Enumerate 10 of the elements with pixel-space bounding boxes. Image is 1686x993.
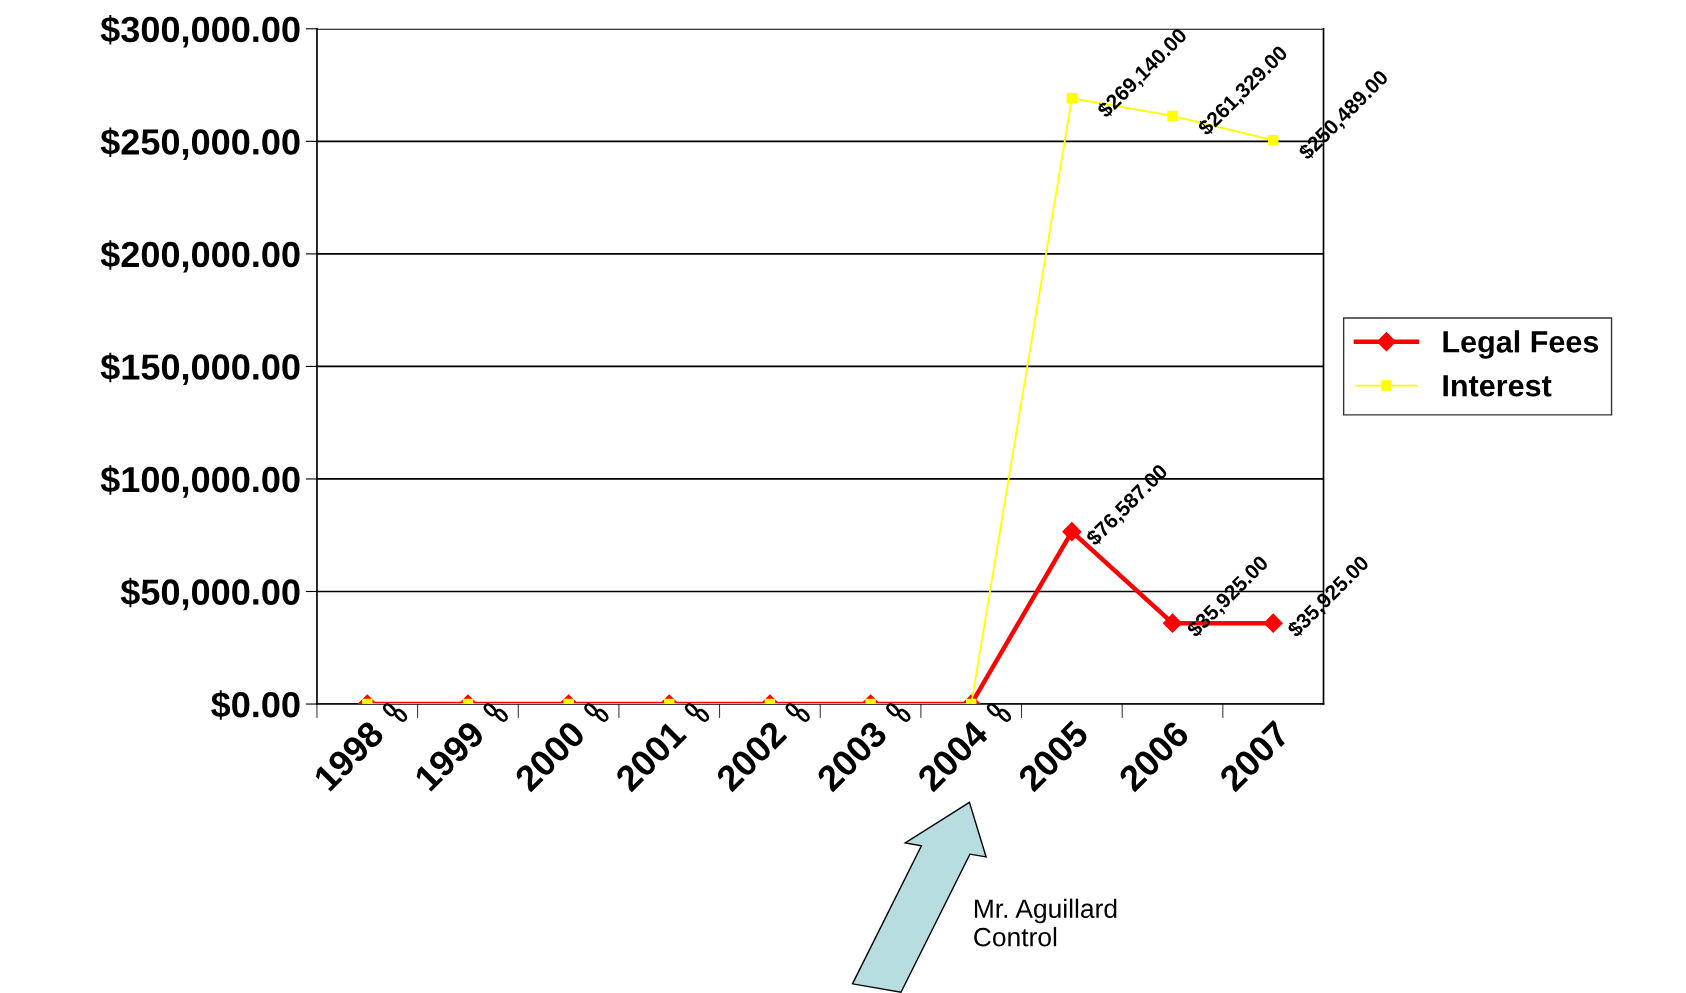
text: Mr. Aguillard Control [974, 898, 1117, 947]
y-tick-label: $0.00 [211, 690, 300, 720]
y-tick-label: $100,000.00 [100, 465, 300, 498]
y-tick-label: $50,000.00 [120, 577, 300, 611]
legend-label: Interest [1443, 375, 1552, 397]
legend-label: Legal Fees [1443, 330, 1599, 359]
y-tick-label: $250,000.00 [100, 127, 300, 161]
y-tick-label: $150,000.00 [100, 352, 300, 386]
y-tick-label: $300,000.00 [100, 15, 300, 48]
y-tick-label: $200,000.00 [100, 240, 300, 273]
